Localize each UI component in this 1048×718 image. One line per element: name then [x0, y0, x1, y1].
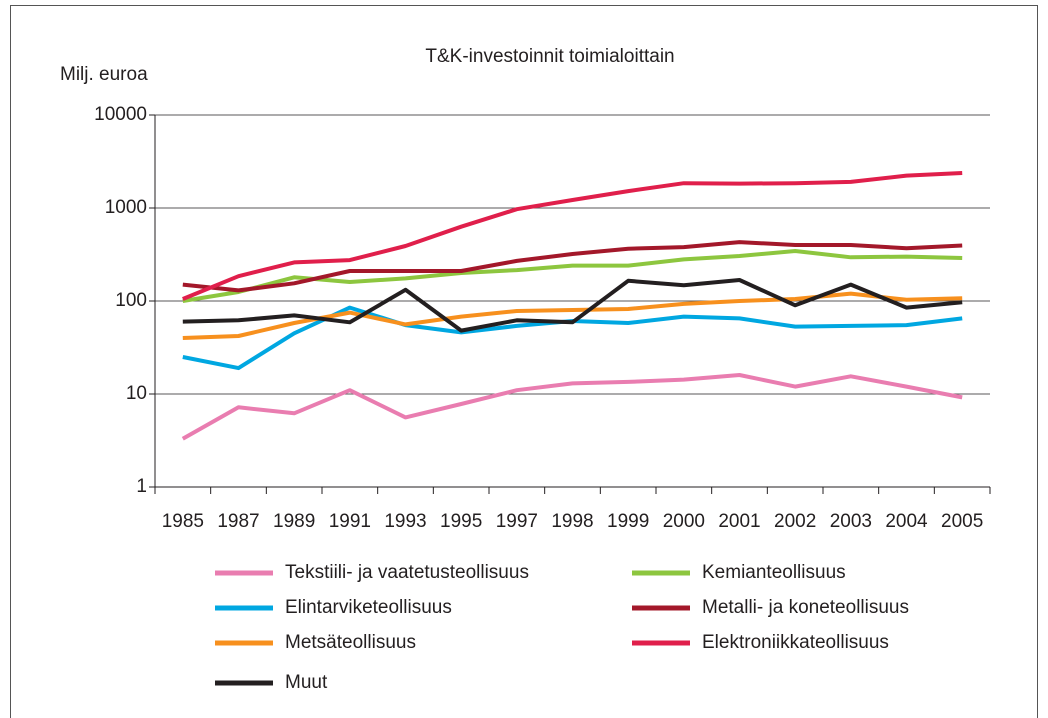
legend-label: Elintarviketeollisuus [285, 597, 452, 618]
y-tick-label: 1 [136, 476, 147, 497]
y-tick-label: 100 [115, 290, 147, 311]
x-tick-label: 1993 [384, 511, 426, 532]
x-tick-label: 1995 [440, 511, 482, 532]
series-line [181, 373, 963, 441]
y-tick-label: 1000 [105, 197, 147, 218]
chart-title: T&K-investoinnit toimialoittain [425, 46, 674, 67]
x-tick-label: 2005 [941, 511, 983, 532]
legend-label: Metalli- ja koneteollisuus [702, 597, 909, 618]
x-tick-label: 1999 [607, 511, 649, 532]
series-line [182, 240, 963, 293]
legend-label: Muut [285, 672, 328, 693]
x-tick-label: 1991 [329, 511, 371, 532]
series-line [182, 171, 963, 301]
x-tick-label: 1987 [217, 511, 259, 532]
x-tick-label: 1989 [273, 511, 315, 532]
frame [10, 5, 1038, 718]
x-tick-label: 2003 [830, 511, 872, 532]
x-tick-label: 1998 [551, 511, 593, 532]
y-axis-label: Milj. euroa [60, 64, 148, 85]
x-tick-label: 1997 [496, 511, 538, 532]
legend-label: Kemianteollisuus [702, 562, 846, 583]
x-tick-label: 2002 [774, 511, 816, 532]
x-tick-label: 2004 [885, 511, 928, 532]
legend-label: Elektroniikkateollisuus [702, 632, 889, 653]
x-tick-label: 1985 [162, 511, 204, 532]
x-tick-label: 2000 [663, 511, 705, 532]
x-tick-label: 2001 [718, 511, 760, 532]
y-tick-label: 10000 [94, 104, 147, 125]
y-tick-label: 10 [126, 383, 147, 404]
series-line [182, 278, 963, 333]
legend-label: Metsäteollisuus [285, 632, 416, 653]
legend-label: Tekstiili- ja vaatetusteollisuus [285, 562, 529, 583]
